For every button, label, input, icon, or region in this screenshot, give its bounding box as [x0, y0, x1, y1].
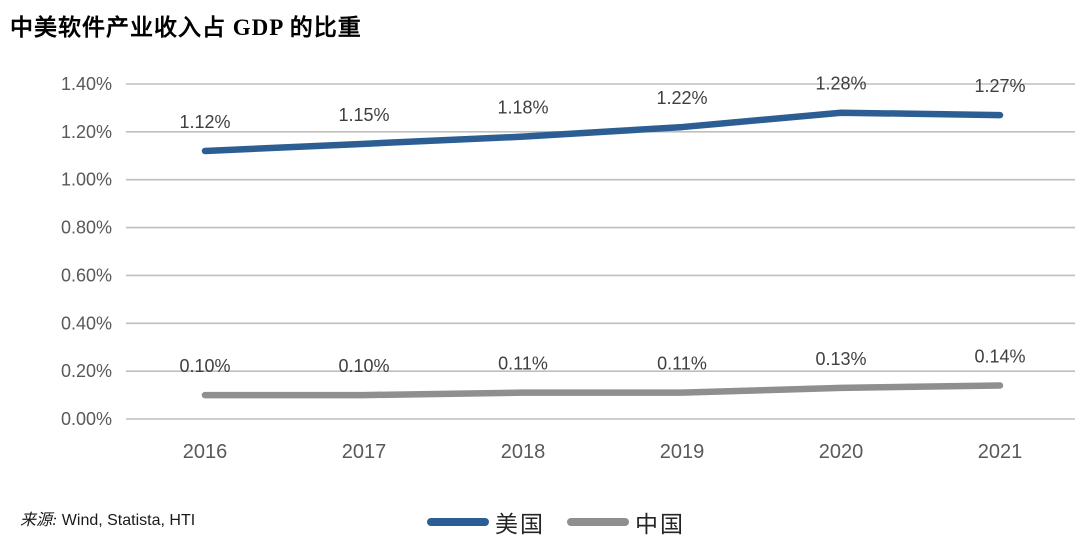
source-prefix: 来源: — [20, 512, 58, 529]
svg-text:0.11%: 0.11% — [657, 354, 707, 374]
svg-text:1.40%: 1.40% — [61, 74, 112, 94]
svg-text:1.00%: 1.00% — [61, 170, 112, 190]
svg-text:2016: 2016 — [183, 441, 228, 463]
svg-text:1.20%: 1.20% — [61, 122, 112, 142]
legend-label-us: 美国 — [495, 512, 545, 537]
us-line-swatch — [427, 518, 489, 526]
svg-text:1.15%: 1.15% — [338, 105, 389, 125]
legend-item-us: 美国 — [427, 505, 545, 539]
svg-text:2018: 2018 — [501, 441, 546, 463]
svg-text:1.28%: 1.28% — [815, 74, 866, 94]
svg-text:0.60%: 0.60% — [61, 265, 112, 285]
source-note: 来源: Wind, Statista, HTI — [20, 506, 195, 530]
line-chart: 1.40% 1.20% 1.00% 0.80% 0.60% 0.40% 0.20% 0.00%… — [61, 74, 1075, 463]
svg-text:0.11%: 0.11% — [498, 354, 548, 374]
svg-text:0.80%: 0.80% — [61, 218, 112, 238]
legend-item-cn: 中国 — [567, 505, 685, 539]
svg-text:1.22%: 1.22% — [656, 88, 707, 108]
svg-text:2019: 2019 — [660, 441, 705, 463]
chart-area: 1.40% 1.20% 1.00% 0.80% 0.60% 0.40% 0.20% 0.00%… — [0, 60, 1080, 480]
svg-text:2021: 2021 — [978, 441, 1023, 463]
svg-text:2020: 2020 — [819, 441, 864, 463]
svg-text:0.20%: 0.20% — [61, 361, 112, 381]
legend-label-cn: 中国 — [635, 512, 685, 537]
svg-text:0.10%: 0.10% — [179, 356, 230, 376]
svg-text:1.18%: 1.18% — [497, 98, 548, 118]
svg-text:0.10%: 0.10% — [338, 356, 389, 376]
svg-text:0.14%: 0.14% — [974, 347, 1025, 367]
source-text: Wind, Statista, HTI — [57, 512, 196, 529]
svg-text:0.40%: 0.40% — [61, 313, 112, 333]
chart-legend: 美国 中国 — [427, 505, 685, 539]
svg-text:2017: 2017 — [342, 441, 387, 463]
svg-text:1.27%: 1.27% — [974, 76, 1025, 96]
cn-line-swatch — [567, 518, 629, 526]
chart-title: 中美软件产业收入占 GDP 的比重 — [10, 15, 362, 40]
svg-text:0.13%: 0.13% — [815, 349, 866, 369]
svg-text:0.00%: 0.00% — [61, 409, 112, 429]
svg-text:1.12%: 1.12% — [179, 112, 230, 132]
